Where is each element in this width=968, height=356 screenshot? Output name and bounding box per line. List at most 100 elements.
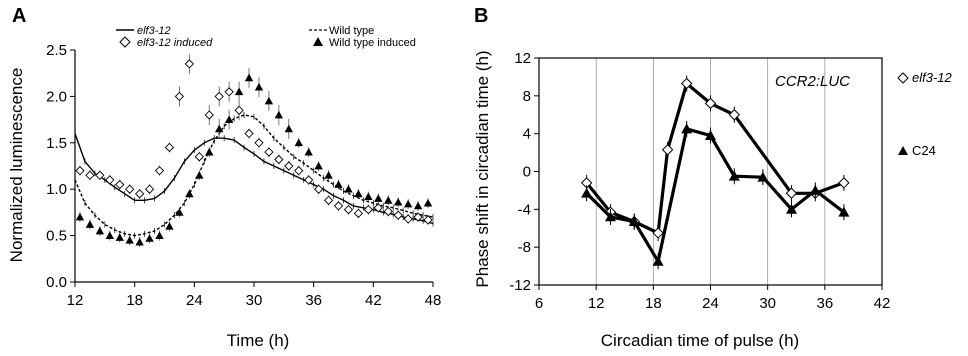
data-point-wild-type-induced [254, 82, 264, 91]
panel-a-x-tick-label: 24 [186, 292, 203, 309]
data-point-wild-type-induced [403, 199, 413, 208]
data-point-elf3-12-induced [105, 175, 115, 185]
data-point-elf3-12-induced [323, 195, 334, 205]
panel-b-legend: elf3-12 C24 [897, 70, 953, 158]
series-line-c24 [585, 127, 845, 263]
panel-b-x-tick-label: 36 [816, 295, 833, 312]
panel-b-x-tick-label: 30 [759, 295, 776, 312]
data-point-wild-type-induced [95, 226, 105, 235]
panel-a-y-tick-label: 2.5 [46, 42, 67, 59]
data-point-elf3-12-induced [115, 179, 125, 190]
legend-label-elf3-12-induced: elf3-12 induced [137, 37, 213, 49]
data-point-c24 [705, 130, 716, 140]
data-point-elf3-12 [704, 97, 717, 110]
panel-a-letter: A [12, 5, 26, 27]
panel-b-y-tick-label: 12 [514, 50, 531, 67]
data-point-wild-type-induced [224, 115, 234, 123]
data-point-c24 [581, 187, 593, 198]
legend-label-c24: C24 [912, 143, 936, 158]
panel-b-y-tick-label: 4 [523, 126, 531, 143]
data-point-wild-type-induced [304, 147, 313, 156]
data-point-elf3-12-induced [254, 138, 264, 148]
data-point-elf3-12-induced [154, 166, 165, 176]
data-point-wild-type-induced [115, 233, 124, 241]
data-point-wild-type-induced [185, 189, 194, 198]
data-point-wild-type-induced [75, 212, 85, 221]
data-point-wild-type-induced [364, 192, 373, 200]
panel-b-letter: B [474, 5, 488, 27]
data-point-wild-type-induced [324, 171, 333, 179]
data-point-elf3-12-induced [184, 59, 194, 69]
data-point-elf3-12-induced [363, 204, 373, 215]
data-point-wild-type-induced [85, 220, 95, 228]
data-point-elf3-12-induced [294, 166, 304, 176]
data-point-wild-type-induced [413, 201, 423, 210]
data-point-wild-type-induced [294, 138, 303, 147]
data-point-elf3-12-induced [194, 152, 204, 162]
panel-b-y-axis-label: Phase shift in circadian time (h) [473, 50, 492, 287]
data-point-elf3-12-induced [383, 206, 393, 217]
data-point-elf3-12-induced [234, 105, 244, 115]
data-point-wild-type-induced [264, 96, 274, 105]
panel-a-y-tick-label: 0.5 [46, 228, 67, 245]
data-point-elf3-12-induced [95, 170, 105, 180]
data-point-elf3-12-induced [264, 147, 274, 157]
data-point-c24 [809, 184, 821, 195]
data-point-elf3-12-induced [244, 128, 254, 139]
data-point-elf3-12 [680, 77, 693, 90]
panel-b-x-axis-label: Circadian time of pulse (h) [601, 331, 799, 350]
data-point-elf3-12-induced [403, 214, 413, 224]
data-point-wild-type-induced [274, 110, 284, 119]
panel-b-x-tick-label: 24 [702, 295, 719, 312]
data-point-wild-type-induced [214, 124, 224, 133]
data-point-c24 [838, 206, 850, 217]
series-line-wild-type [74, 114, 434, 237]
data-point-elf3-12 [838, 177, 850, 189]
panel-b-y-tick-label: -4 [518, 201, 531, 218]
data-point-elf3-12-induced [85, 170, 95, 180]
data-point-elf3-12-induced [284, 161, 294, 171]
data-point-elf3-12-induced [135, 189, 145, 199]
data-point-elf3-12-induced [174, 91, 185, 102]
data-point-wild-type-induced [155, 231, 164, 239]
panel-a-y-tick-label: 1.0 [46, 181, 67, 198]
data-point-c24 [652, 255, 664, 266]
data-point-elf3-12-induced [75, 166, 85, 176]
series-line-elf3-12 [585, 81, 845, 235]
legend-label-elf3-12: elf3-12 [137, 25, 171, 37]
legend-label-wild-type-induced: Wild type induced [329, 37, 416, 49]
legend-marker-open-diamond [897, 72, 909, 84]
panel-a-x-tick-label: 18 [126, 292, 143, 309]
data-point-elf3-12-induced [333, 201, 344, 211]
panel-a-x-tick-label: 48 [425, 292, 442, 309]
panel-a-x-tick-label: 12 [67, 292, 84, 309]
panel-b-x-tick-label: 18 [645, 295, 662, 312]
data-point-wild-type-induced [393, 197, 403, 206]
panel-b-annotation: CCR2:LUC [775, 73, 850, 90]
legend-label-wild-type: Wild type [329, 25, 374, 37]
panel-a-legend: elf3-12 elf3-12 induced Wild type Wild t… [116, 25, 416, 49]
data-point-c24 [681, 123, 693, 134]
data-point-elf3-12-induced [373, 203, 383, 213]
data-point-wild-type-induced [105, 231, 115, 239]
data-point-wild-type-induced [205, 147, 214, 156]
data-point-c24 [604, 211, 616, 222]
data-point-c24 [785, 203, 797, 214]
panel-b-y-tick-label: 0 [523, 164, 531, 181]
data-point-wild-type-induced [135, 237, 144, 246]
data-point-c24 [728, 170, 740, 181]
data-point-wild-type-induced [145, 234, 154, 242]
panel-a-x-tick-label: 30 [246, 292, 263, 309]
panel-b-y-tick-label: -12 [509, 277, 531, 294]
data-point-elf3-12-induced [423, 215, 433, 225]
data-point-wild-type-induced [334, 180, 343, 188]
panel-b-y-tick-label: -8 [518, 239, 531, 256]
data-point-c24 [757, 171, 769, 182]
data-point-elf3-12-induced [204, 110, 214, 120]
data-point-elf3-12-induced [353, 208, 364, 218]
panel-a-x-tick-label: 36 [305, 292, 322, 309]
data-point-elf3-12-induced [144, 184, 155, 194]
panel-b-x-tick-label: 12 [588, 295, 605, 312]
